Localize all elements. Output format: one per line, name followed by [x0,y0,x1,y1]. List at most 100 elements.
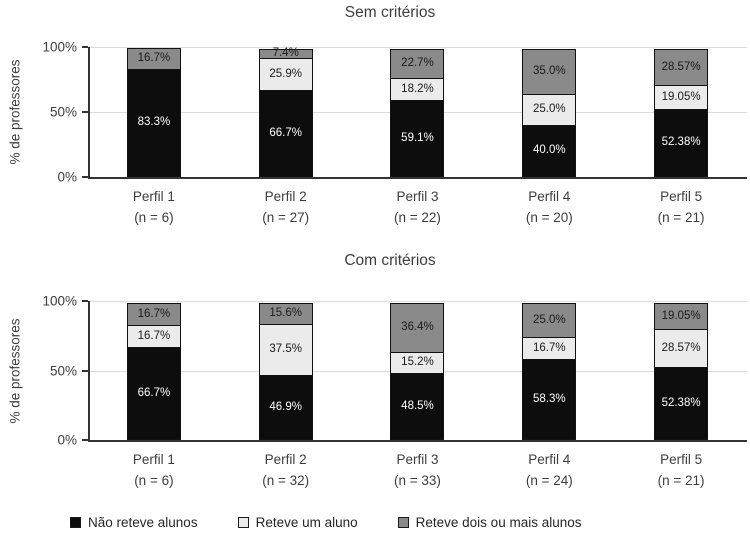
segment-reteve-dois-ou-mais-alunos: 15.6% [258,303,313,325]
segment-reteve-dois-ou-mais-alunos: 25.0% [522,303,577,338]
segment-nao-reteve-alunos: 52.38% [654,367,709,440]
bar-slot: 22.7% 18.2% 59.1% [352,47,484,177]
segment-reteve-dois-ou-mais-alunos: 19.05% [654,303,709,330]
segment-reteve-dois-ou-mais-alunos: 28.57% [654,49,709,87]
category-label: Perfil 4 (n = 24) [483,449,615,491]
segment-value-label: 58.3% [532,392,566,405]
legend-swatch-icon [237,517,249,528]
y-axis-line [88,47,90,177]
segment-reteve-um-aluno: 19.05% [654,85,709,110]
segment-reteve-dois-ou-mais-alunos: 35.0% [522,49,577,95]
segment-value-label: 16.7% [532,341,566,354]
bar-slot: 28.57% 19.05% 52.38% [615,47,747,177]
category-n: (n = 21) [657,210,705,225]
stacked-bar-perfil-2: 15.6% 37.5% 46.9% [258,301,313,440]
category-n: (n = 33) [394,473,441,488]
segment-reteve-dois-ou-mais-alunos: 36.4% [390,302,445,354]
category-n: (n = 20) [525,210,573,225]
category-label: Perfil 2 (n = 32) [220,449,352,491]
segment-value-label: 25.0% [532,103,566,115]
bar-slot: 16.7% 83.3% [88,47,220,177]
category-name: Perfil 3 [396,452,439,467]
legend-label: Não reteve alunos [88,515,198,530]
legend: Não reteve alunos Reteve um aluno Reteve d… [70,515,581,530]
x-axis-labels: Perfil 1 (n = 6) Perfil 2 (n = 32) Perfil 3 (… [88,449,747,491]
segment-value-label: 48.5% [401,399,434,412]
segment-nao-reteve-alunos: 59.1% [390,100,445,177]
bar-slot: 35.0% 25.0% 40.0% [483,47,615,177]
category-name: Perfil 3 [396,189,439,204]
segment-value-label: 22.7% [401,57,434,70]
segment-reteve-um-aluno: 15.2% [390,352,445,374]
segment-value-label: 66.7% [269,126,302,139]
segment-value-label: 36.4% [401,321,434,334]
legend-label: Reteve um aluno [255,515,358,530]
category-name: Perfil 2 [264,452,307,467]
category-name: Perfil 4 [528,189,571,204]
category-label: Perfil 3 (n = 33) [352,449,484,491]
y-axis-label: % de professores [7,59,23,165]
stacked-bar-perfil-1: 16.7% 16.7% 66.7% [126,301,181,440]
segment-value-label: 15.6% [269,307,302,320]
segment-value-label: 52.38% [661,136,701,149]
category-label: Perfil 4 (n = 20) [483,186,615,228]
segment-nao-reteve-alunos: 40.0% [522,125,577,177]
segment-value-label: 28.57% [661,60,701,73]
legend-swatch-icon [70,517,81,528]
plot-area-sem-criterios: 100% 50% 0% 16.7% 83.3% 7.4% 25.9% 66.7% 22.7… [42,40,747,185]
segment-value-label: 7.4% [272,47,299,60]
stacked-bar-perfil-5: 28.57% 19.05% 52.38% [654,47,709,177]
segment-nao-reteve-alunos: 48.5% [390,372,445,440]
category-n: (n = 24) [525,473,573,488]
segment-value-label: 19.05% [661,309,701,322]
legend-item-reteve-um-aluno: Reteve um aluno [237,515,358,530]
category-n: (n = 32) [262,473,310,488]
stacked-bar-perfil-3: 22.7% 18.2% 59.1% [390,47,445,177]
y-tick-mark-100 [82,300,88,302]
y-tick-label-100: 100% [42,39,77,55]
gridline-100 [88,301,747,302]
y-tick-label-0: 0% [57,432,77,448]
stacked-bar-perfil-2: 7.4% 25.9% 66.7% [258,47,313,177]
segment-value-label: 16.7% [137,329,171,342]
y-tick-label-50: 50% [49,363,77,378]
segment-value-label: 16.7% [137,307,171,320]
segment-reteve-um-aluno: 28.57% [654,328,709,369]
segment-value-label: 15.2% [401,356,434,369]
segment-nao-reteve-alunos: 66.7% [258,90,313,177]
legend-item-nao-reteve-alunos: Não reteve alunos [70,515,198,530]
category-n: (n = 22) [394,210,441,225]
segment-value-label: 40.0% [532,144,566,157]
category-label: Perfil 3 (n = 22) [352,186,484,228]
category-n: (n = 27) [262,210,310,225]
y-tick-label-0: 0% [57,169,77,185]
bar-slot: 25.0% 16.7% 58.3% [483,301,615,440]
y-axis-line [88,301,90,440]
stacked-bar-perfil-1: 16.7% 83.3% [126,47,181,177]
segment-reteve-um-aluno: 37.5% [258,323,313,376]
category-n: (n = 21) [657,473,705,488]
segment-value-label: 46.9% [269,400,302,413]
x-axis-labels: Perfil 1 (n = 6) Perfil 2 (n = 27) Perfil 3 (… [88,186,747,228]
plot-area-com-criterios: 100% 50% 0% 16.7% 16.7% 66.7% 15.6% 37.5% 46.… [42,294,747,448]
bar-slot: 7.4% 25.9% 66.7% [220,47,352,177]
bars-group: 16.7% 16.7% 66.7% 15.6% 37.5% 46.9% 36.4% 15.2%… [88,301,747,440]
stacked-bar-perfil-4: 25.0% 16.7% 58.3% [522,301,577,440]
bars-group: 16.7% 83.3% 7.4% 25.9% 66.7% 22.7% 18.2% 59.1% 3… [88,47,747,177]
category-label: Perfil 5 (n = 21) [615,186,747,228]
category-name: Perfil 2 [264,189,307,204]
bar-slot: 15.6% 37.5% 46.9% [220,301,352,440]
segment-value-label: 18.2% [401,82,434,95]
segment-reteve-dois-ou-mais-alunos: 16.7% [126,302,181,327]
y-tick-mark-100 [82,46,88,48]
segment-nao-reteve-alunos: 58.3% [522,358,577,440]
segment-value-label: 35.0% [532,65,566,77]
bar-slot: 16.7% 16.7% 66.7% [88,301,220,440]
category-name: Perfil 1 [132,452,175,467]
segment-value-label: 59.1% [401,131,434,144]
segment-reteve-dois-ou-mais-alunos: 22.7% [390,49,445,79]
segment-value-label: 16.7% [137,52,171,65]
chart-title-sem-criterios: Sem critérios [344,4,436,21]
segment-reteve-dois-ou-mais-alunos: 16.7% [126,48,181,70]
